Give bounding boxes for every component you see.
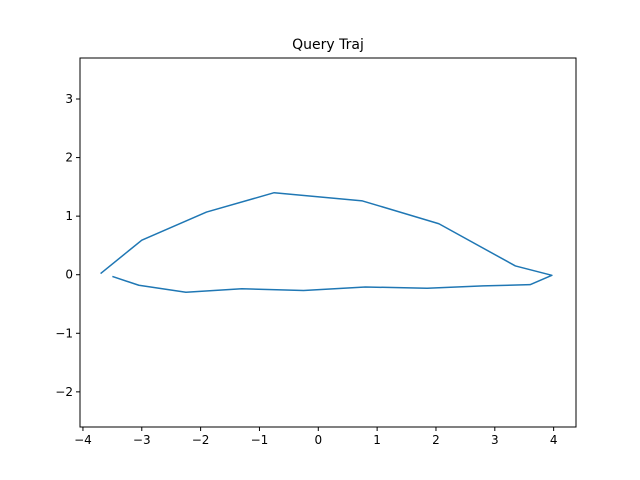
axes-frame (79, 57, 577, 428)
chart-title: Query Traj (292, 37, 364, 53)
x-tick-label: −2 (192, 433, 210, 447)
x-axis: −4 −3 −2 −1 0 1 2 3 4 (74, 427, 557, 447)
y-tick-label: −1 (55, 326, 73, 340)
x-tick-label: 4 (550, 433, 558, 447)
y-axis: −2 −1 0 1 2 3 (55, 92, 80, 399)
x-tick-label: 3 (491, 433, 499, 447)
y-tick-label: −2 (55, 385, 73, 399)
y-tick-label: 0 (65, 268, 73, 282)
x-tick-label: −1 (251, 433, 269, 447)
x-tick-label: 1 (373, 433, 381, 447)
x-tick-label: −4 (74, 433, 92, 447)
x-tick-label: −3 (133, 433, 151, 447)
y-tick-label: 1 (65, 209, 73, 223)
y-tick-label: 3 (65, 92, 73, 106)
x-tick-label: 2 (432, 433, 440, 447)
x-tick-label: 0 (314, 433, 322, 447)
plot-area (100, 191, 553, 294)
y-tick-label: 2 (65, 151, 73, 165)
series-line (100, 191, 553, 294)
